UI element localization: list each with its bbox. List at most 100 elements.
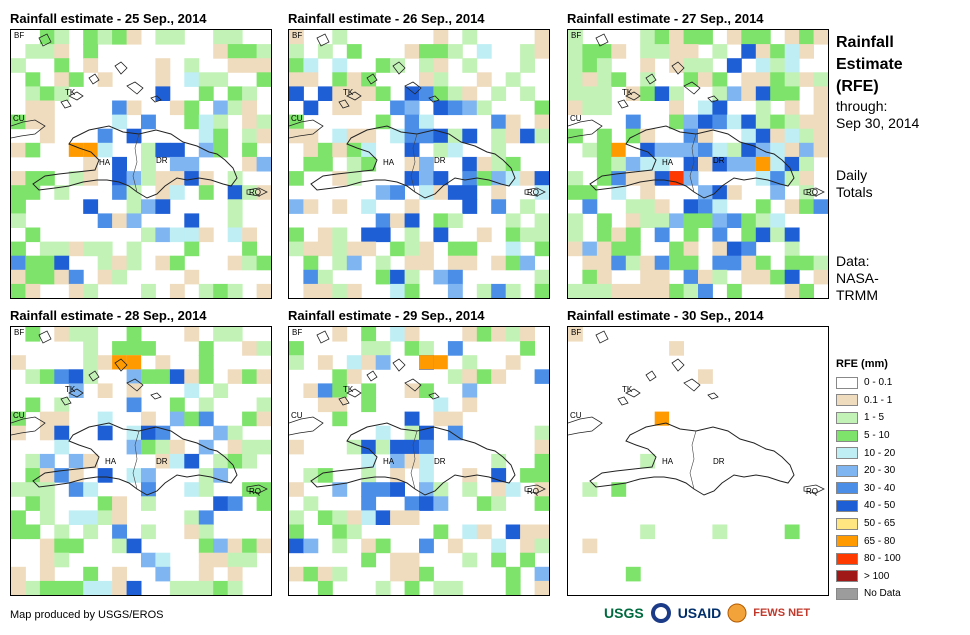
- rainfall-cell: [404, 383, 420, 398]
- rainfall-cell: [596, 269, 612, 285]
- rainfall-cell: [346, 100, 362, 116]
- rainfall-cell: [447, 341, 463, 356]
- rainfall-cell: [25, 453, 41, 469]
- rainfall-cell: [813, 72, 828, 87]
- rainfall-cell: [83, 199, 99, 214]
- rainfall-cell: [213, 114, 229, 130]
- rainfall-cell: [770, 72, 786, 87]
- rainfall-cell: [447, 369, 463, 384]
- rainfall-cell: [712, 86, 728, 101]
- island-outline: [617, 396, 629, 406]
- rainfall-cell: [712, 142, 728, 158]
- rainfall-cell: [799, 156, 814, 172]
- rainfall-cell: [68, 482, 84, 497]
- rainfall-cell: [303, 538, 319, 554]
- legend-item: 30 - 40: [836, 480, 901, 498]
- rainfall-cell: [346, 510, 362, 525]
- rainfall-cell: [813, 142, 828, 158]
- island-outline: [126, 81, 144, 95]
- rainfall-cell: [433, 100, 449, 116]
- rainfall-cell: [155, 227, 171, 243]
- rainfall-cell: [582, 44, 598, 59]
- rainfall-cell: [520, 199, 535, 214]
- label-ha: HA: [662, 158, 674, 167]
- rainfall-cell-heavy: [112, 355, 127, 370]
- rainfall-cell: [54, 425, 70, 441]
- rainfall-cell: [289, 227, 304, 243]
- rainfall-cell: [596, 128, 612, 144]
- rainfall-cell: [625, 566, 641, 582]
- rainfall-cell: [289, 341, 304, 356]
- rainfall-cell: [39, 510, 55, 525]
- rainfall-cell: [582, 185, 598, 200]
- rainfall-cell: [11, 171, 26, 186]
- rainfall-cell: [303, 255, 319, 271]
- island-outline: [289, 416, 324, 436]
- rainfall-cell: [97, 142, 113, 158]
- rainfall-cell: [375, 538, 391, 554]
- rainfall-cell: [242, 241, 257, 257]
- rainfall-cell: [184, 411, 200, 427]
- rainfall-cell: [126, 341, 142, 356]
- legend-swatch: [836, 499, 858, 512]
- rainfall-cell: [289, 114, 304, 130]
- rainfall-cell: [256, 411, 271, 427]
- rainfall-cell: [755, 227, 771, 243]
- rainfall-cell: [433, 86, 449, 101]
- rainfall-cell: [97, 580, 113, 595]
- rainfall-cell: [242, 538, 257, 554]
- rainfall-cell: [784, 128, 800, 144]
- rainfall-cell: [25, 327, 41, 342]
- rainfall-cell: [640, 283, 656, 298]
- rainfall-cell: [462, 241, 478, 257]
- rainfall-cell: [419, 58, 434, 73]
- rainfall-cell: [491, 283, 507, 298]
- rainfall-cell: [520, 86, 535, 101]
- rainfall-cell: [332, 86, 348, 101]
- rainfall-cell: [54, 369, 70, 384]
- rainfall-cell: [799, 171, 814, 186]
- map-frame: BF TK CU HA DR RQ: [567, 326, 829, 596]
- rainfall-cell: [404, 128, 420, 144]
- rainfall-cell: [433, 397, 449, 413]
- rainfall-cell: [698, 369, 713, 384]
- label-cu: CU: [570, 411, 582, 420]
- rainfall-cell: [332, 369, 348, 384]
- rainfall-cell: [390, 58, 405, 73]
- rainfall-cell: [289, 171, 304, 186]
- rainfall-cell: [227, 44, 243, 59]
- rainfall-cell: [596, 255, 612, 271]
- rainfall-cell: [256, 439, 271, 455]
- rainfall-cell: [770, 185, 786, 200]
- rainfall-cell: [404, 283, 420, 298]
- label-cu: CU: [291, 114, 303, 123]
- rainfall-cell: [390, 453, 405, 469]
- rainfall-cell: [346, 171, 362, 186]
- rainfall-cell: [596, 156, 612, 172]
- rainfall-cell: [11, 482, 26, 497]
- rainfall-cell: [390, 100, 405, 116]
- legend-label: No Data: [864, 588, 901, 600]
- rainfall-cell: [784, 227, 800, 243]
- rainfall-cell: [726, 255, 742, 271]
- rainfall-cell: [184, 524, 200, 540]
- rainfall-cell: [582, 283, 598, 298]
- rainfall-cell: [520, 44, 535, 59]
- rainfall-cell: [303, 269, 319, 285]
- island-outline: [595, 330, 609, 344]
- rainfall-cell: [419, 538, 434, 554]
- rainfall-cell: [447, 185, 463, 200]
- rainfall-cell: [433, 44, 449, 59]
- rainfall-cell: [813, 128, 828, 144]
- rainfall-cell: [317, 156, 333, 172]
- rainfall-cell: [11, 241, 26, 257]
- rainfall-cell: [155, 185, 171, 200]
- rainfall-cell: [611, 72, 627, 87]
- rainfall-cell: [332, 171, 348, 186]
- hispaniola-outline: [32, 125, 238, 199]
- rainfall-cell: [184, 383, 200, 398]
- rainfall-cell: [596, 241, 612, 257]
- rainfall-cell: [712, 213, 728, 228]
- rainfall-cell: [68, 580, 84, 595]
- rainfall-cell: [126, 255, 142, 271]
